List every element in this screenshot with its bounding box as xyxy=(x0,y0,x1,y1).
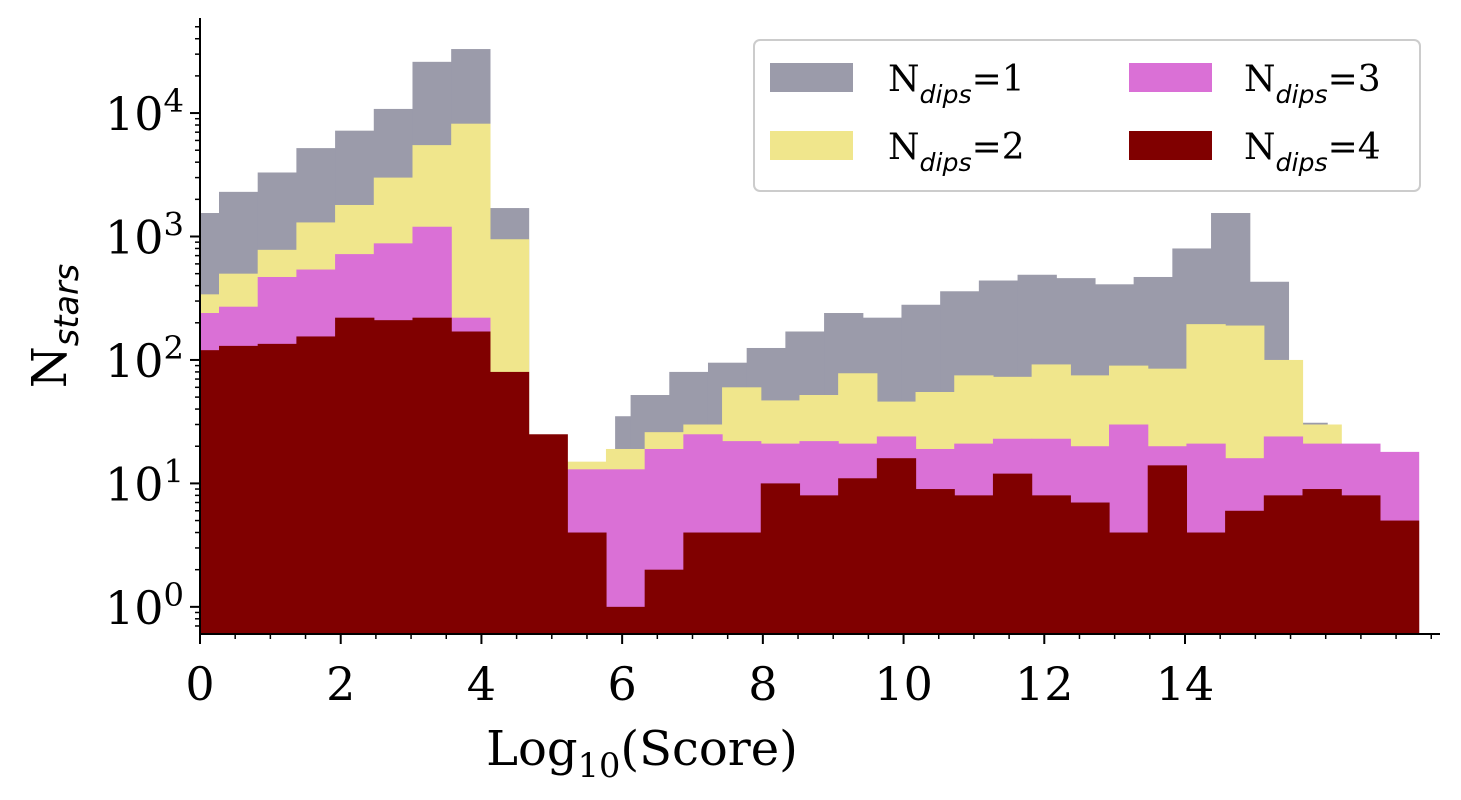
histogram-bar xyxy=(605,606,646,634)
histogram-bar xyxy=(722,532,762,634)
legend-label: Ndips=2 xyxy=(888,127,1025,177)
y-tick-label: 102 xyxy=(105,329,184,388)
legend-entry-3: Ndips=3 xyxy=(1129,59,1381,109)
histogram-bar xyxy=(760,483,801,634)
x-tick-label: 4 xyxy=(467,657,496,711)
x-tick-label: 8 xyxy=(748,657,777,711)
histogram-bar xyxy=(644,569,684,634)
legend-label: Ndips=4 xyxy=(1244,127,1381,177)
histogram-bar xyxy=(1031,495,1071,634)
histogram-bars xyxy=(200,49,1420,635)
histogram-bar xyxy=(567,532,607,634)
y-axis-title: Nstars xyxy=(22,264,86,389)
histogram-bar xyxy=(838,478,878,634)
y-tick-label: 100 xyxy=(105,576,184,635)
histogram-bar xyxy=(1070,502,1110,634)
histogram-bar xyxy=(605,469,646,634)
histogram-bar xyxy=(992,473,1033,634)
x-tick-label: 0 xyxy=(185,657,214,711)
histogram-bar xyxy=(1109,532,1149,634)
x-tick-label: 2 xyxy=(326,657,355,711)
legend-label: Ndips=3 xyxy=(1244,59,1381,109)
histogram-bar xyxy=(1186,532,1226,634)
series-4-bars xyxy=(200,317,1420,634)
histogram-bar xyxy=(528,434,568,634)
histogram-bar xyxy=(335,317,375,634)
histogram-bar xyxy=(296,336,336,634)
legend-frame xyxy=(753,39,1421,192)
legend-label: Ndips=1 xyxy=(888,59,1025,109)
x-tick-label: 14 xyxy=(1156,657,1215,711)
legend-swatch xyxy=(1129,63,1212,92)
legend-entry-2: Ndips=2 xyxy=(770,127,1025,177)
histogram-bar xyxy=(412,317,452,634)
axis-ticks: 0 2 4 6 8 10 12 14 100 101 102 103 104 xyxy=(105,26,1432,711)
y-tick-label: 103 xyxy=(105,206,184,265)
histogram-bar xyxy=(1263,495,1304,634)
x-tick-label: 6 xyxy=(608,657,637,711)
histogram-bar xyxy=(915,489,955,634)
legend-swatch xyxy=(770,63,853,92)
legend-entry-1: Ndips=1 xyxy=(770,59,1025,109)
histogram-bar xyxy=(451,331,491,634)
histogram-bar xyxy=(954,495,994,634)
histogram-bar xyxy=(257,343,297,634)
histogram-bar xyxy=(1147,465,1188,634)
histogram-bar xyxy=(1379,520,1420,634)
legend-swatch xyxy=(770,131,853,160)
histogram-bar xyxy=(1341,495,1381,634)
histogram-bar xyxy=(489,371,530,634)
histogram-bar xyxy=(200,350,220,634)
histogram-bar xyxy=(373,320,414,634)
histogram-bar xyxy=(683,532,723,634)
axis-labels: Log10(Score) Nstars xyxy=(22,264,798,785)
histogram-bar xyxy=(1302,489,1342,634)
x-axis-title: Log10(Score) xyxy=(486,721,798,785)
histogram-bar xyxy=(219,345,259,634)
y-tick-label: 104 xyxy=(105,82,184,141)
histogram-bar xyxy=(876,458,917,634)
histogram-bar xyxy=(1225,510,1265,634)
legend: Ndips=1 Ndips=2 Ndips=3 Ndips=4 xyxy=(753,39,1421,192)
legend-swatch xyxy=(1129,131,1212,160)
x-tick-label: 10 xyxy=(874,657,933,711)
histogram-bar xyxy=(799,495,839,634)
legend-entry-4: Ndips=4 xyxy=(1129,127,1381,177)
x-tick-label: 12 xyxy=(1015,657,1074,711)
y-tick-label: 101 xyxy=(105,452,184,511)
